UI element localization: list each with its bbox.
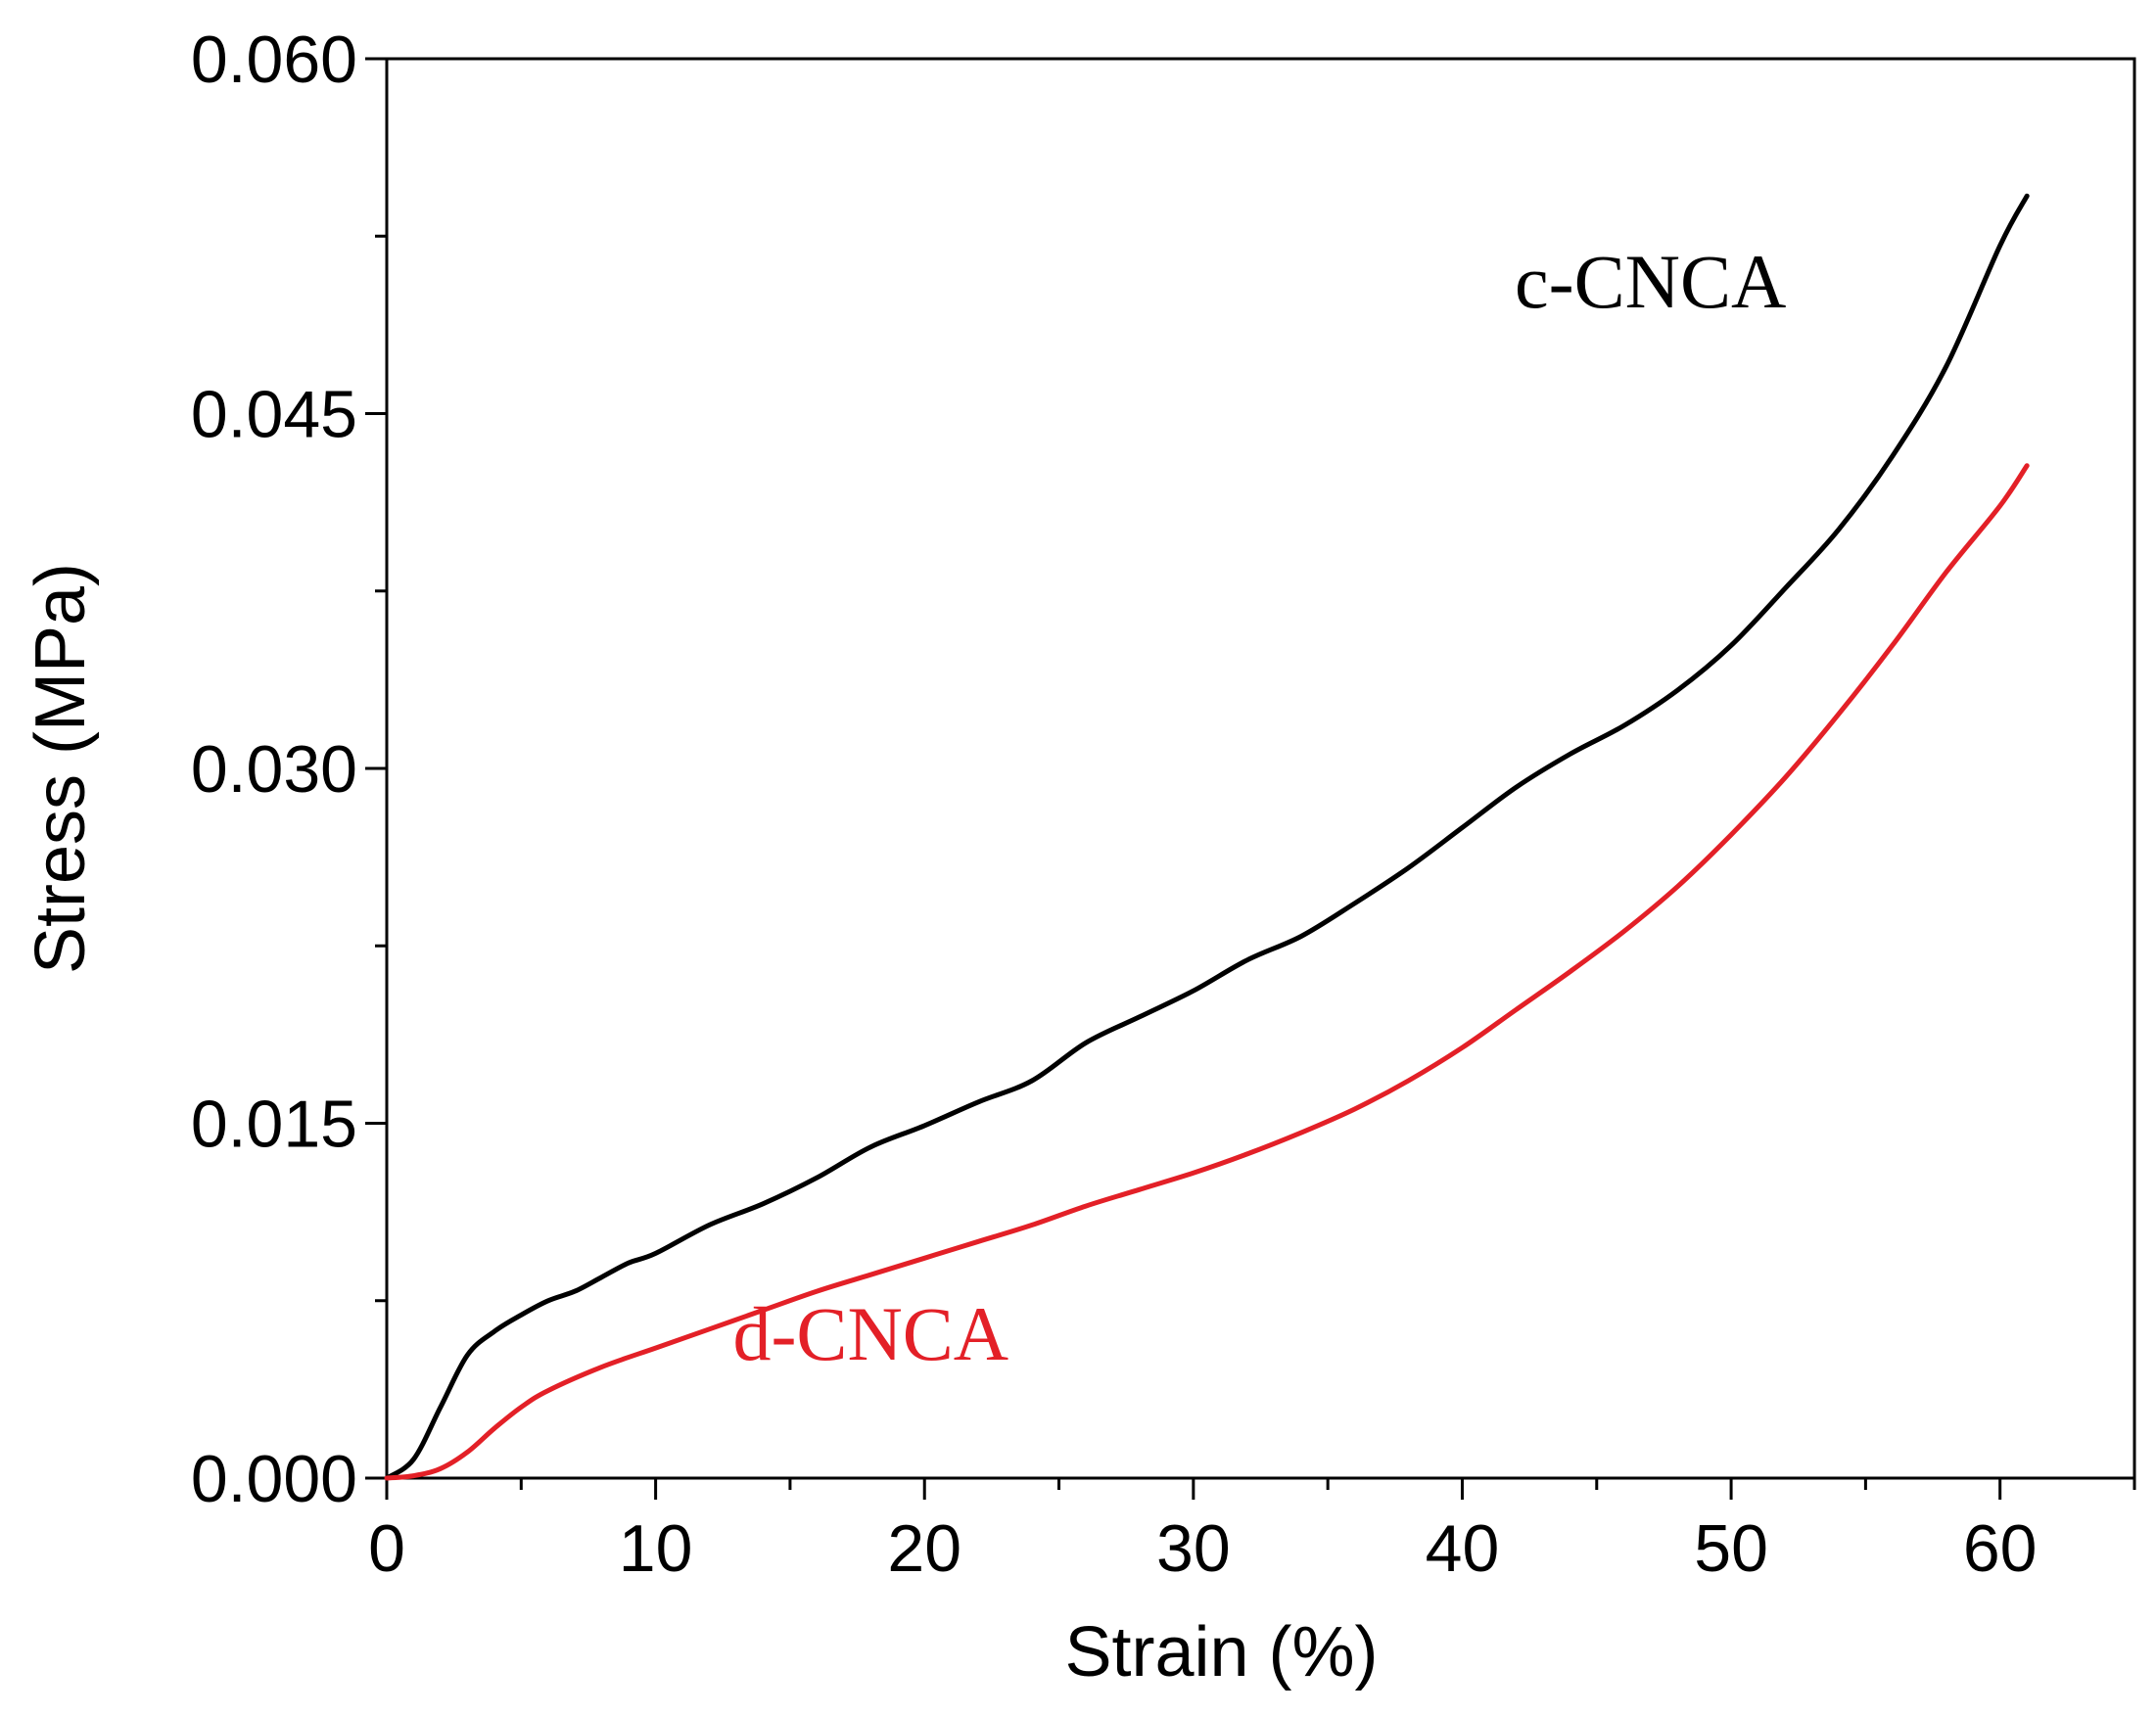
x-tick-label: 30: [1156, 1511, 1231, 1586]
x-tick-label: 0: [368, 1511, 405, 1586]
axes: [365, 57, 2136, 1500]
x-tick-label: 60: [1963, 1511, 2038, 1586]
x-tick-label: 50: [1694, 1511, 1768, 1586]
y-tick-label: 0.060: [191, 23, 357, 97]
series-line-c-cnca: [384, 193, 2030, 1481]
x-axis-title: Strain (%): [1064, 1613, 1378, 1692]
series-line-d-cnca: [384, 463, 2030, 1481]
series-label-c-cnca: c-CNCA: [1515, 239, 1786, 324]
y-tick-label: 0.045: [191, 378, 357, 452]
plot-frame: [385, 57, 2136, 1480]
labels-layer: 0 10 20 30 40 50 60 0.000 0.015 0.030 0.045 0.060 St…: [22, 23, 2038, 1692]
y-tick-label: 0.000: [191, 1442, 357, 1516]
series-label-d-cnca: d-CNCA: [732, 1291, 1008, 1376]
x-tick-label: 40: [1426, 1511, 1500, 1586]
x-tick-label: 20: [887, 1511, 961, 1586]
x-tick-label: 10: [619, 1511, 693, 1586]
y-tick-label: 0.015: [191, 1088, 357, 1162]
y-axis-title: Stress (MPa): [22, 563, 100, 974]
y-tick-label: 0.030: [191, 732, 357, 807]
series-layer: [384, 193, 2030, 1481]
